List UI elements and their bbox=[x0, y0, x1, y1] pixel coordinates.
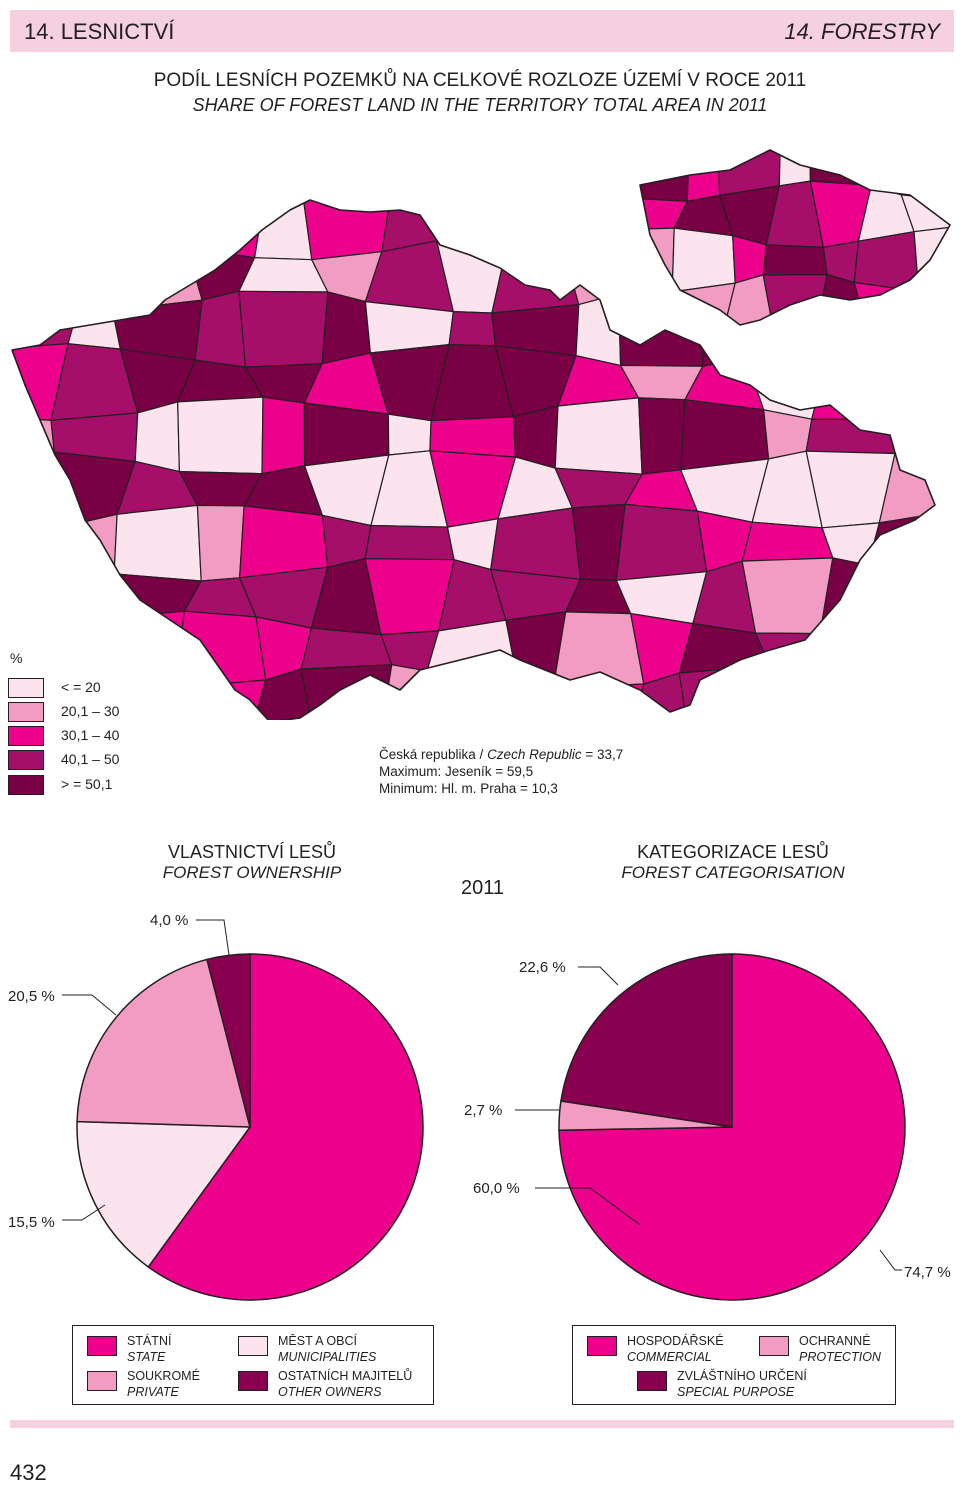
leader-line bbox=[196, 919, 230, 956]
legend-swatch bbox=[8, 726, 44, 746]
pie-label-municipalities: 15,5 % bbox=[8, 1214, 55, 1231]
republic-average: Česká republika / Czech Republic = 33,7 bbox=[379, 746, 623, 763]
legend-swatch bbox=[87, 1371, 117, 1391]
republic-value: = 33,7 bbox=[581, 747, 624, 762]
label-leader-lines bbox=[62, 919, 902, 1271]
leader-line bbox=[535, 1187, 641, 1226]
pie-label-protection: 2,7 % bbox=[464, 1102, 503, 1119]
pie-slice bbox=[147, 953, 424, 1301]
map-title-en: SHARE OF FOREST LAND IN THE TERRITORY TO… bbox=[192, 95, 768, 115]
categorisation-title: KATEGORIZACE LESŮ FOREST CATEGORISATION bbox=[600, 842, 866, 883]
republic-label-en: Czech Republic bbox=[487, 747, 582, 762]
minimum-value: Minimum: Hl. m. Praha = 10,3 bbox=[379, 781, 558, 796]
pie-label-state: 60,0 % bbox=[473, 1180, 520, 1197]
categorisation-title-en: FOREST CATEGORISATION bbox=[621, 863, 845, 882]
legend-label-cz: OCHRANNÉ bbox=[799, 1334, 871, 1348]
legend-label: 40,1 – 50 bbox=[61, 751, 120, 767]
chapter-title-en: 14. FORESTRY bbox=[784, 19, 940, 44]
legend-label-en: STATE bbox=[127, 1350, 166, 1364]
header-bar: 14. LESNICTVÍ 14. FORESTRY bbox=[10, 10, 954, 52]
maximum-value: Maximum: Jeseník = 59,5 bbox=[379, 764, 534, 779]
map-statistics: Česká republika / Czech Republic = 33,7 … bbox=[379, 746, 623, 797]
legend-swatch bbox=[637, 1371, 667, 1391]
legend-label-cz: OSTATNÍCH MAJITELŮ bbox=[278, 1369, 413, 1383]
legend-label-cz: ZVLÁŠTNÍHO URČENÍ bbox=[677, 1369, 807, 1383]
legend-swatch bbox=[8, 702, 44, 722]
forest-share-map bbox=[11, 149, 951, 720]
legend-swatch bbox=[8, 775, 44, 795]
pie-slice bbox=[76, 1120, 252, 1269]
legend-label-cz: STÁTNÍ bbox=[127, 1334, 172, 1348]
legend-swatch bbox=[87, 1336, 117, 1356]
ownership-title: VLASTNICTVÍ LESŮ FOREST OWNERSHIP bbox=[152, 842, 352, 883]
pie-label-private: 20,5 % bbox=[8, 988, 55, 1005]
map-legend-unit: % bbox=[10, 650, 23, 666]
pie-slice bbox=[206, 953, 251, 1128]
legend-label: 20,1 – 30 bbox=[61, 703, 120, 719]
ownership-legend: STÁTNÍ STATE MĚST A OBCÍ MUNICIPALITIES … bbox=[72, 1325, 434, 1405]
ownership-title-en: FOREST OWNERSHIP bbox=[162, 863, 342, 882]
footer-bar bbox=[10, 1420, 954, 1428]
legend-label-cz: MĚST A OBCÍ bbox=[278, 1334, 357, 1348]
pie-label-commercial: 74,7 % bbox=[904, 1264, 951, 1281]
country-border bbox=[11, 199, 936, 720]
legend-label-en: MUNICIPALITIES bbox=[278, 1350, 377, 1364]
legend-swatch bbox=[759, 1336, 789, 1356]
legend-swatch bbox=[8, 750, 44, 770]
legend-swatch bbox=[8, 678, 44, 698]
legend-label-cz: HOSPODÁŘSKÉ bbox=[627, 1334, 724, 1348]
legend-label-cz: SOUKROMÉ bbox=[127, 1369, 200, 1383]
legend-label-en: COMMERCIAL bbox=[627, 1350, 712, 1364]
chapter-title-cz: 14. LESNICTVÍ bbox=[24, 19, 175, 44]
legend-swatch bbox=[238, 1336, 268, 1356]
categorisation-pie bbox=[558, 953, 906, 1301]
leader-line bbox=[62, 994, 117, 1016]
ownership-pie bbox=[76, 953, 424, 1301]
map-title-cz: PODÍL LESNÍCH POZEMKŮ NA CELKOVÉ ROZLOZE… bbox=[153, 70, 807, 91]
legend-label: 30,1 – 40 bbox=[61, 727, 120, 743]
republic-label-cz: Česká republika / bbox=[379, 747, 488, 762]
legend-label-en: SPECIAL PURPOSE bbox=[677, 1385, 795, 1399]
leader-line bbox=[578, 966, 619, 986]
legend-label: < = 20 bbox=[61, 679, 101, 695]
pie-slice bbox=[560, 953, 733, 1128]
legend-label: > = 50,1 bbox=[61, 776, 113, 792]
pie-label-special-purpose: 22,6 % bbox=[519, 959, 566, 976]
legend-label-en: PRIVATE bbox=[127, 1385, 179, 1399]
year-label: 2011 bbox=[461, 877, 505, 899]
legend-label-en: PROTECTION bbox=[799, 1350, 881, 1364]
page-number: 432 bbox=[10, 1460, 47, 1485]
legend-swatch bbox=[587, 1336, 617, 1356]
categorisation-legend: HOSPODÁŘSKÉ COMMERCIAL OCHRANNÉ PROTECTI… bbox=[572, 1325, 896, 1405]
ownership-title-cz: VLASTNICTVÍ LESŮ bbox=[167, 842, 337, 862]
pie-label-other-owners: 4,0 % bbox=[150, 912, 189, 929]
categorisation-title-cz: KATEGORIZACE LESŮ bbox=[637, 842, 829, 862]
pie-slice bbox=[76, 958, 251, 1128]
leader-line bbox=[879, 1249, 902, 1271]
leader-line bbox=[62, 1204, 106, 1221]
country-border bbox=[639, 149, 951, 326]
legend-swatch bbox=[238, 1371, 268, 1391]
legend-label-en: OTHER OWNERS bbox=[278, 1385, 382, 1399]
